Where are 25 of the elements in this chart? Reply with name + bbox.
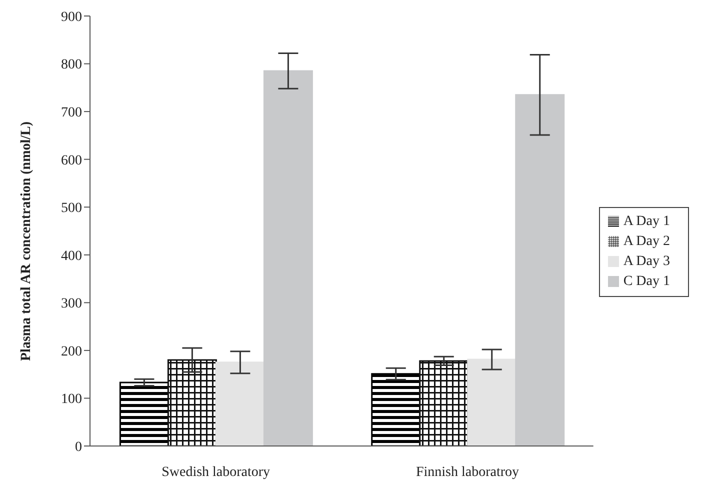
y-axis-title: Plasma total AR concentration (nmol/L) <box>18 121 34 361</box>
y-tick-label: 100 <box>61 392 82 408</box>
bar <box>419 360 469 446</box>
y-tick-label: 600 <box>61 153 82 168</box>
bar <box>263 70 313 446</box>
bar <box>467 358 517 446</box>
x-tick-label: Swedish laboratory <box>162 464 270 480</box>
bar <box>119 382 169 446</box>
bar <box>167 359 217 446</box>
y-tick-label: 400 <box>61 248 82 264</box>
legend-label: A Day 3 <box>623 254 670 269</box>
y-tick-label: 200 <box>61 344 82 360</box>
bar <box>371 373 421 446</box>
legend-label: C Day 1 <box>623 274 670 289</box>
y-tick-label: 0 <box>75 440 82 455</box>
y-tick-label: 800 <box>61 58 82 73</box>
y-tick-label: 900 <box>61 10 82 25</box>
x-tick-label: Finnish laboratroy <box>416 464 520 480</box>
legend-label: A Day 1 <box>623 214 670 229</box>
y-tick-label: 700 <box>61 106 82 121</box>
y-tick-label: 500 <box>61 201 82 216</box>
legend-label: A Day 2 <box>623 234 670 249</box>
y-tick-label: 300 <box>61 296 82 312</box>
bar <box>515 94 565 446</box>
bar <box>215 362 265 446</box>
